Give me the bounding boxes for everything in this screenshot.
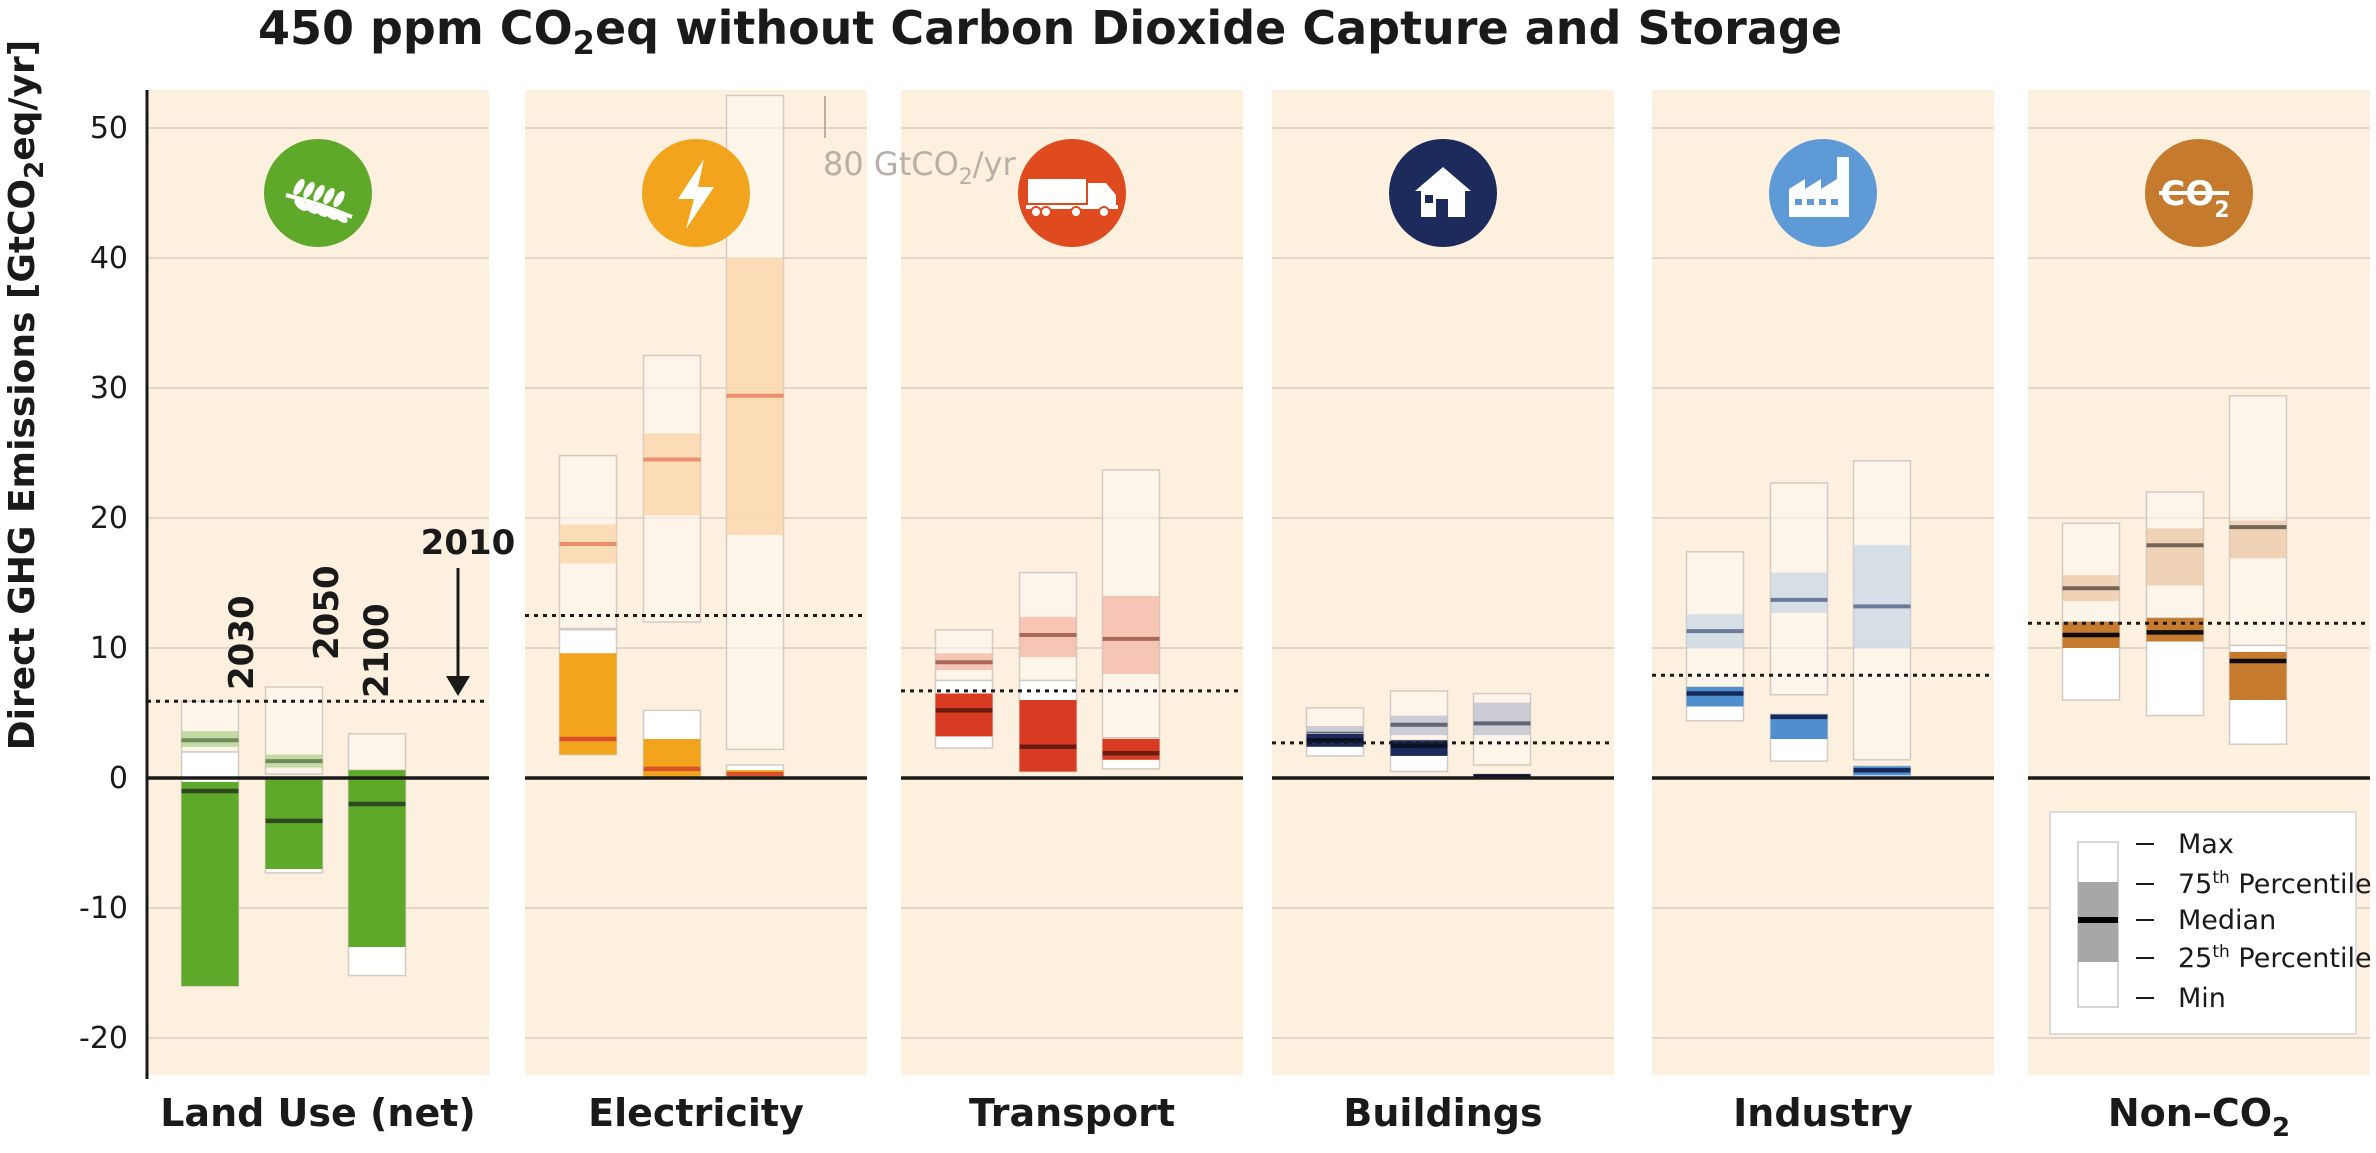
box-lower-2030-iqr [1686,687,1744,707]
box-lower-2030-iqr [935,693,993,737]
panel-0: Land Use (net) [147,139,489,1135]
panel-label: Buildings [1343,1091,1542,1135]
y-axis-label-pre: Direct GHG Emissions [GtCO [2,179,43,750]
panel-label-sub: 2 [2272,1113,2290,1143]
y-axis-label: Direct GHG Emissions [GtCO2eq/yr] [2,40,50,751]
y-tick-label: -20 [79,1021,128,1056]
legend-item: 25th Percentile [2178,942,2372,974]
truck-icon [1018,139,1126,247]
legend-item: Median [2178,905,2276,936]
panel-background-3 [1272,90,1614,1075]
y-tick-label: 30 [90,371,128,406]
y-tick-label: -10 [79,891,128,926]
year-label-2010: 2010 [421,523,516,563]
box-lower-2100-iqr [348,770,406,947]
factory-icon [1769,139,1877,247]
box-lower-2100-iqr [1102,739,1160,760]
y-axis-label-post: eq/yr] [2,40,43,161]
panel-label: Transport [969,1091,1175,1135]
panel-3: Buildings [1272,139,1614,1135]
lightning-bolt-icon [642,139,750,247]
panel-2: Transport [901,139,1243,1135]
box-lower-2050-iqr [2146,618,2204,642]
box-upper-2100-iqr [1102,596,1160,674]
year-label-2100: 2100 [357,603,397,698]
chart-title-pre: 450 ppm CO [258,1,573,55]
panels-layer: Land Use (net) Electricity Transport Buildi… [147,90,2370,1143]
box-upper-2050-iqr [2146,528,2204,586]
y-tick-label: 20 [90,501,128,536]
box-upper-2100-iqr [1473,702,1531,736]
house-icon [1389,139,1497,247]
box-upper-2050-iqr [1770,572,1828,613]
box-upper-2030-range [2061,522,2121,623]
panel-label-text: Buildings [1343,1091,1542,1135]
panel-label-text: Transport [969,1091,1175,1135]
arrow-2010-head [446,676,470,696]
panel-label: Electricity [588,1091,804,1135]
legend: Max 75th Percentile Median 25th Percentile M… [2049,811,2372,1035]
panel-label: Land Use (net) [160,1091,476,1135]
panel-5: Non–CO2 CO2 [2028,139,2370,1143]
box-lower-2050-iqr [643,739,701,778]
panel-label-text: Industry [1733,1091,1913,1135]
y-tick-label: 40 [90,241,128,276]
box-lower-2050-iqr [265,778,323,869]
box-lower-2030-iqr [181,781,239,986]
chart-title-sub: 2 [573,24,595,62]
box-lower-2050-iqr [1019,700,1077,772]
box-upper-2100-iqr [1853,545,1911,648]
legend-item: 75th Percentile [2178,868,2372,900]
legend-item: Max [2178,829,2234,860]
panel-1: Electricity [525,94,867,1135]
panel-label-text: Electricity [588,1091,804,1135]
year-label-2030: 2030 [222,595,262,690]
legend-item: Min [2178,983,2226,1014]
y-tick-label: 50 [90,111,128,146]
panel-label-text: Land Use (net) [160,1091,476,1135]
y-tick-label: 0 [109,761,128,796]
y-axis-ticks: 50 40 30 20 10 0 -10 -20 [79,90,149,1079]
panel-label: Non–CO2 [2108,1091,2290,1143]
wheat-icon [264,139,372,247]
chart-title: 450 ppm CO2eq without Carbon Dioxide Cap… [258,1,1842,62]
crossed-co2-icon: CO2 [2145,139,2253,247]
chart-title-post: eq without Carbon Dioxide Capture and St… [595,1,1842,55]
panel-label: Industry [1733,1091,1913,1135]
y-tick-label: 10 [90,631,128,666]
y-axis-label-sub: 2 [20,161,50,179]
clip-note: 80 GtCO2/yr [823,145,1016,190]
panel-4: Industry [1652,139,1994,1135]
box-upper-2050-iqr [643,433,701,516]
year-label-2050: 2050 [307,565,347,660]
panel-label-text: Non–CO [2108,1091,2272,1135]
